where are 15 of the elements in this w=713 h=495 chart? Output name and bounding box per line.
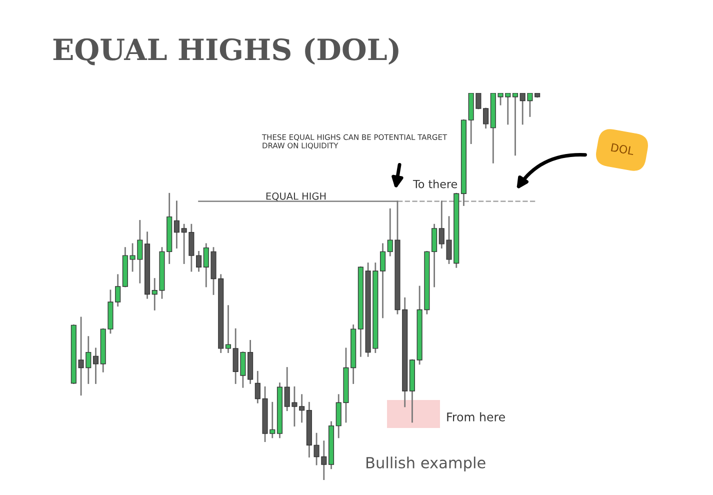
chart-title: EQUAL HIGHS (DOL)	[53, 38, 398, 66]
candlestick	[299, 394, 305, 423]
candlestick	[225, 305, 232, 353]
candlestick	[380, 243, 386, 318]
candlestick	[483, 108, 489, 129]
text: DOL	[610, 143, 634, 156]
candlestick	[512, 93, 518, 156]
candlestick	[432, 224, 438, 288]
annotation: From here	[447, 412, 505, 422]
candlestick	[196, 250, 202, 272]
annotation: EQUAL HIGH	[266, 192, 326, 201]
candlestick	[92, 348, 99, 384]
candlestick	[174, 200, 180, 248]
annotation: To there	[412, 180, 458, 188]
annotation: Bullish example	[366, 456, 486, 472]
